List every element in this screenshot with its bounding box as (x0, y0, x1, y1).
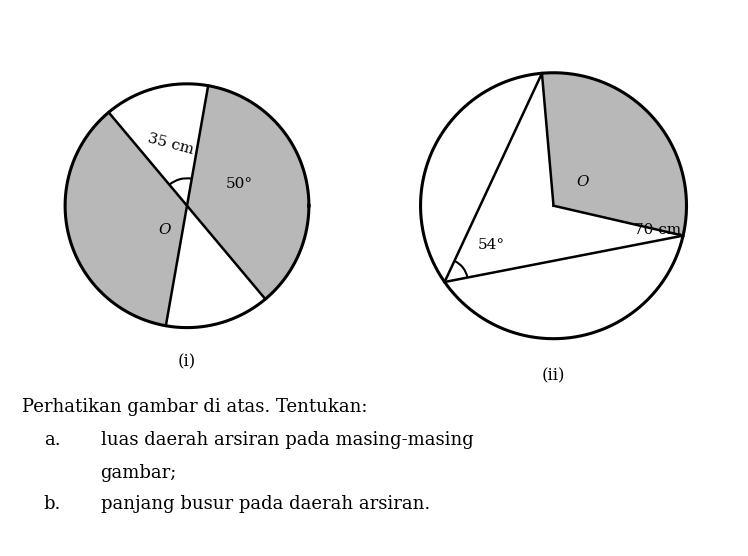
Polygon shape (108, 84, 208, 206)
Text: panjang busur pada daerah arsiran.: panjang busur pada daerah arsiran. (100, 495, 430, 513)
Text: a.: a. (43, 431, 61, 449)
Polygon shape (65, 112, 187, 326)
Text: 50°: 50° (226, 177, 253, 191)
Text: O: O (159, 223, 171, 237)
Text: luas daerah arsiran pada masing-masing: luas daerah arsiran pada masing-masing (100, 431, 473, 449)
Text: Perhatikan gambar di atas. Tentukan:: Perhatikan gambar di atas. Tentukan: (22, 398, 368, 415)
Text: 70 cm: 70 cm (634, 224, 681, 237)
Text: (i): (i) (178, 353, 196, 370)
Text: 54°: 54° (478, 238, 506, 252)
Text: 35 cm: 35 cm (146, 132, 195, 157)
Text: (ii): (ii) (542, 368, 565, 384)
Polygon shape (542, 73, 687, 236)
Text: gambar;: gambar; (100, 464, 177, 482)
Text: O: O (577, 175, 589, 189)
Polygon shape (187, 86, 309, 299)
Polygon shape (166, 206, 266, 327)
Text: b.: b. (43, 495, 61, 513)
